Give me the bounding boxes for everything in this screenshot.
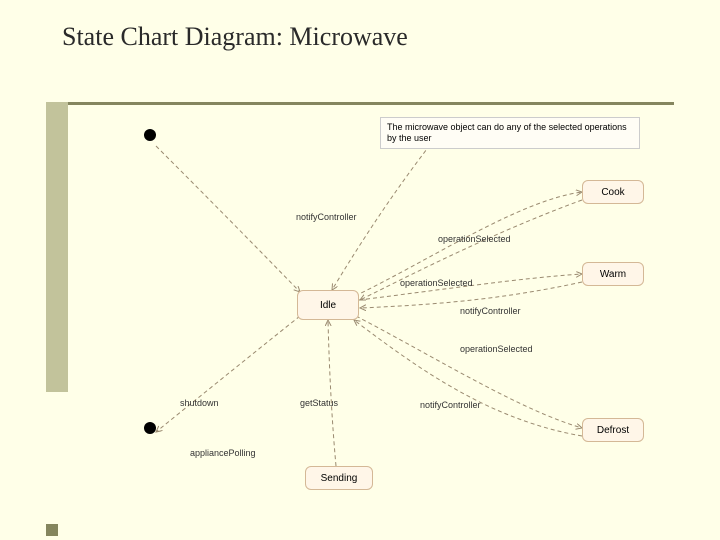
edge-label: notifyController — [420, 400, 481, 410]
edge-label: operationSelected — [460, 344, 533, 354]
state-node-defrost: Defrost — [582, 418, 644, 442]
edge-label: operationSelected — [438, 234, 511, 244]
diagram-note: The microwave object can do any of the s… — [380, 117, 640, 149]
state-chart-diagram: The microwave object can do any of the s… — [0, 0, 720, 540]
edge-init-top-idle — [156, 146, 300, 292]
edge-idle-defrost — [356, 316, 582, 428]
edge-label: notifyController — [460, 306, 521, 316]
edge-defrost-idle — [354, 320, 582, 436]
state-node-cook: Cook — [582, 180, 644, 204]
state-node-idle: Idle — [297, 290, 359, 320]
state-node-sending: Sending — [305, 466, 373, 490]
edge-label: appliancePolling — [190, 448, 256, 458]
edge-label: operationSelected — [400, 278, 473, 288]
edge-label: notifyController — [296, 212, 357, 222]
edge-idle-shutdown — [156, 316, 300, 432]
initial-state-dot — [144, 129, 156, 141]
edge-label: getStatus — [300, 398, 338, 408]
edge-label: shutdown — [180, 398, 219, 408]
edge-sending-idle — [328, 320, 336, 466]
initial-state-dot — [144, 422, 156, 434]
state-node-warm: Warm — [582, 262, 644, 286]
